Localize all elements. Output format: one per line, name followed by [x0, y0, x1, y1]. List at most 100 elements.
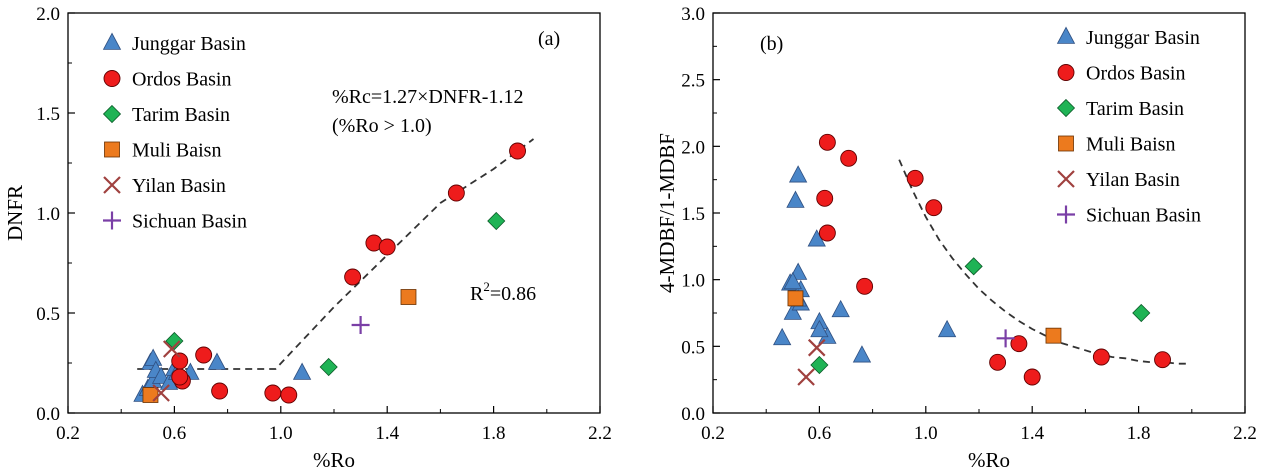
panel-a-point-yilan-basin [162, 340, 181, 358]
panel-b-point-ordos-basin [816, 189, 834, 207]
panel-b-ytick-label: 2.0 [681, 137, 705, 158]
panel-b-point-yilan-basin [807, 338, 826, 357]
panel-b-point-ordos-basin [840, 149, 858, 167]
panel-b-xtick-label: 0.2 [701, 423, 725, 444]
panel-b-trend-line [898, 159, 1187, 365]
panel-b-ytick-label: 1.5 [681, 204, 705, 225]
panel-b-point-junggar-basin [786, 190, 805, 208]
r2-value: =0.86 [490, 283, 536, 305]
panel-b-legend-label-yilan-basin: Yilan Basin [1086, 169, 1180, 191]
panel-b-point-tarim-basin [810, 355, 829, 375]
panel-a-point-muli-baisn [400, 289, 417, 305]
panel-a-point-muli-baisn [142, 387, 159, 403]
panel-a-point-ordos-basin [447, 184, 465, 202]
panel-b-trend-path [898, 159, 1187, 365]
panel-b-ylabel: 4-MDBF/1-MDBF [655, 133, 679, 293]
panel-b-legend-marker-yilan-basin [1057, 170, 1075, 188]
panel-a-ylabel: DNFR [3, 185, 27, 241]
panel-a-legend-marker-tarim-basin [102, 104, 122, 124]
panel-a-series-ordos-basin [171, 142, 526, 404]
panel-a-point-junggar-basin [292, 362, 312, 380]
panel-b-legend-label-tarim-basin: Tarim Basin [1086, 98, 1184, 120]
panel-a-point-ordos-basin [264, 384, 282, 402]
panel-a-legend-marker-muli-baisn [104, 141, 120, 158]
panel-a-xlabel: %Ro [313, 448, 355, 472]
panel-a-xtick-label: 0.2 [56, 423, 80, 444]
panel-a-ytick-label: 1.0 [36, 204, 60, 225]
panel-b-xtick-label: 1.8 [1127, 423, 1151, 444]
panel-a-legend-marker-yilan-basin [103, 176, 121, 194]
panel-b-ytick-label: 0.0 [681, 404, 705, 425]
panel-b-point-muli-baisn [787, 290, 804, 307]
panel-a-point-sichuan-basin [351, 316, 370, 334]
panel-b-series-yilan-basin [797, 338, 826, 386]
panel-b-point-junggar-basin [788, 165, 808, 183]
panel-a-point-ordos-basin [378, 238, 396, 256]
panel-b-point-ordos-basin [1154, 351, 1171, 369]
panel-a-point-junggar-basin [143, 348, 163, 366]
panel-a-ytick-label: 2.0 [36, 4, 60, 25]
panel-a-r-squared: R2=0.86 [470, 279, 536, 305]
panel-a-trend-line [137, 138, 535, 370]
panel-b-point-ordos-basin [856, 277, 874, 295]
panel-a-legend-label-sichuan-basin: Sichuan Basin [132, 211, 247, 233]
panel-a: 0.2 0.6 1.0 1.4 1.8 2.2 0.0 0.5 1.0 1.5 2.0 Jungga… [3, 4, 612, 472]
panel-b-point-tarim-basin [1132, 303, 1151, 323]
panel-b-xtick-label: 2.2 [1233, 423, 1257, 444]
panel-b-point-tarim-basin [964, 257, 983, 276]
panel-b-legend-label-junggar-basin: Junggar Basin [1086, 27, 1200, 49]
panel-b-ytick-label: 3.0 [681, 4, 705, 25]
panel-a-ytick-label: 0.5 [36, 304, 60, 325]
panel-a-point-ordos-basin [344, 268, 362, 286]
panel-a-legend-label-yilan-basin: Yilan Basin [132, 175, 226, 197]
panel-b-point-ordos-basin [818, 133, 836, 151]
panel-a-point-ordos-basin [171, 368, 189, 386]
panel-b-series-ordos-basin [816, 133, 1171, 386]
panel-b-legend-marker-sichuan-basin [1057, 205, 1075, 224]
panel-b-point-ordos-basin [1023, 368, 1041, 386]
panel-a-series-sichuan-basin [351, 316, 370, 334]
panel-b-legend: Junggar Basin Ordos Basin Tarim Basin Muli … [1056, 26, 1201, 227]
panel-a-xtick-label: 0.6 [163, 423, 187, 444]
panel-b-point-junggar-basin [783, 271, 802, 290]
panel-b: 0.2 0.6 1.0 1.4 1.8 2.20.00.51.01.52.02.53.0 … [655, 4, 1257, 472]
panel-b-point-junggar-basin [937, 319, 957, 338]
panel-a-point-ordos-basin [280, 386, 298, 404]
panel-a-xtick-label: 1.8 [482, 423, 506, 444]
panel-b-point-yilan-basin [797, 368, 815, 386]
panel-b-label: (b) [760, 33, 783, 55]
panel-b-point-ordos-basin [989, 353, 1007, 371]
panel-b-ytick-label: 0.5 [681, 337, 705, 358]
panel-a-legend-label-junggar-basin: Junggar Basin [132, 33, 246, 55]
panel-b-point-ordos-basin [1010, 335, 1028, 353]
panel-b-point-junggar-basin [772, 327, 792, 346]
panel-a-trend-path [137, 138, 535, 370]
panel-b-xtick-label: 0.6 [808, 423, 832, 444]
panel-b-xtick-label: 1.0 [914, 423, 938, 444]
panel-b-point-junggar-basin [852, 345, 872, 363]
panel-b-legend-label-sichuan-basin: Sichuan Basin [1086, 205, 1201, 227]
panel-b-legend-label-muli-baisn: Muli Baisn [1086, 134, 1175, 156]
panel-a-series-junggar-basin [133, 348, 312, 402]
panel-a-condition: (%Ro > 1.0) [332, 115, 432, 137]
panel-b-xlabel: %Ro [968, 448, 1010, 472]
panel-b-series-junggar-basin [772, 165, 957, 363]
panel-a-equation: %Rc=1.27×DNFR-1.12 [332, 86, 523, 108]
panel-b-legend-marker-muli-baisn [1058, 135, 1074, 152]
panel-b-point-ordos-basin [925, 199, 943, 217]
r2-symbol: R [470, 283, 484, 305]
panel-b-ytick-label: 2.5 [681, 71, 705, 92]
panel-b-legend-marker-tarim-basin [1056, 98, 1076, 118]
panel-a-ytick-label: 0.0 [36, 404, 60, 425]
panel-a-xtick-label: 1.0 [269, 423, 293, 444]
panel-a-legend-label-ordos-basin: Ordos Basin [132, 69, 231, 91]
panel-b-point-sichuan-basin [996, 329, 1015, 348]
panel-a-ytick-label: 1.5 [36, 104, 60, 125]
panel-a-xtick-label: 1.4 [375, 423, 399, 444]
panel-b-ytick-label: 1.0 [681, 271, 705, 292]
r2-superscript: 2 [483, 279, 490, 294]
panel-a-point-junggar-basin [207, 352, 227, 370]
panel-a-legend-label-tarim-basin: Tarim Basin [132, 104, 230, 126]
panel-a-point-ordos-basin [195, 346, 213, 364]
